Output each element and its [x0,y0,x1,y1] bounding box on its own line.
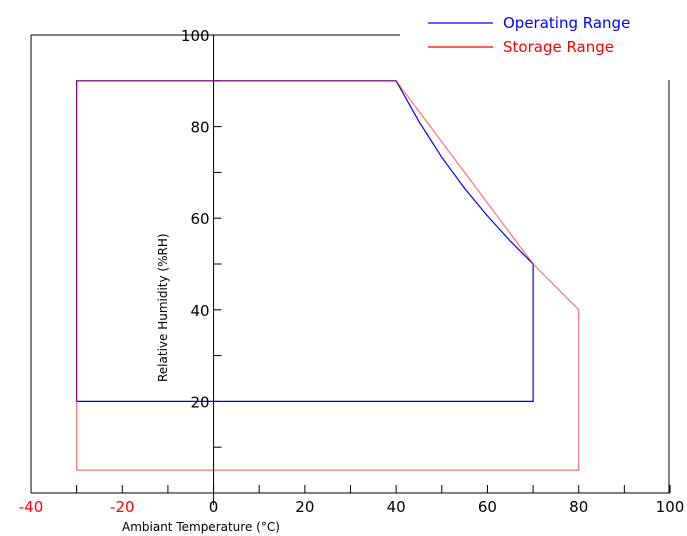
legend-label-operating-range: Operating Range [503,14,630,32]
x-tick-label: 100 [656,498,685,516]
y-tick-label: 60 [190,210,209,228]
x-tick-label: 20 [295,498,314,516]
series-layer [75,80,580,471]
plot-frame [30,34,670,493]
y-tick-label: 100 [181,27,210,45]
legend-label-storage-range: Storage Range [503,38,614,56]
x-tick-label: -40 [19,498,44,516]
y-tick-label: 80 [190,119,209,137]
x-tick-label: 0 [209,498,219,516]
x-axis-title: Ambiant Temperature (°C) [122,520,280,534]
x-tick-label: 80 [569,498,588,516]
series-line-operating-range [75,80,534,402]
x-tick-label: -20 [110,498,135,516]
tick-labels: -40 -20 0 20 40 60 80 100 20 40 60 80 100 [19,27,685,516]
y-tick-label: 40 [190,302,209,320]
y-tick-label: 20 [190,393,209,411]
axes [30,34,671,505]
y-axis-title: Relative Humidity (%RH) [156,233,170,382]
x-tick-label: 40 [387,498,406,516]
legend: Operating Range Storage Range [428,14,630,56]
series-line-storage-range [75,80,580,471]
x-tick-label: 60 [478,498,497,516]
